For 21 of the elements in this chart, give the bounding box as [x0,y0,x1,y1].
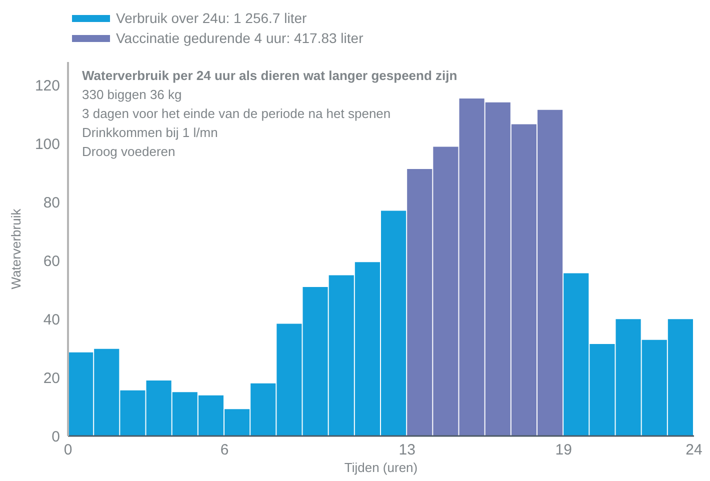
y-tick-label: 0 [52,428,60,446]
annotation: Drinkkommen bij 1 l/mn [82,124,219,142]
legend-label: Verbruik over 24u: 1 256.7 liter [116,10,307,26]
annotation: 3 dagen voor het einde van de periode na het spenen [82,105,392,123]
y-tick-label: 20 [43,370,60,387]
x-tick-label: 13 [398,442,416,459]
x-tick-label: 0 [64,442,72,459]
x-tick-label: 6 [220,442,229,459]
y-tick-label: 80 [43,194,60,212]
text: Waterverbruik per 24 uur als dieren wat langer gespeend zijn [82,67,458,85]
y-tick-label: 60 [43,253,60,270]
legend-label: Vaccinatie gedurende 4 uur: 417.83 liter [116,30,364,46]
x-tick-label: 19 [555,442,572,459]
y-tick-label: 100 [34,136,60,154]
y-tick-label: 40 [43,311,60,328]
annotation: Droog voederen [82,143,176,161]
annotation: 330 biggen 36 kg [82,86,183,104]
y-axis-title: Waterverbruik [8,208,24,290]
x-tick-label: 24 [686,442,702,459]
x-axis-title: Tijden (uren) [344,460,418,475]
y-tick-label: 120 [34,78,60,95]
